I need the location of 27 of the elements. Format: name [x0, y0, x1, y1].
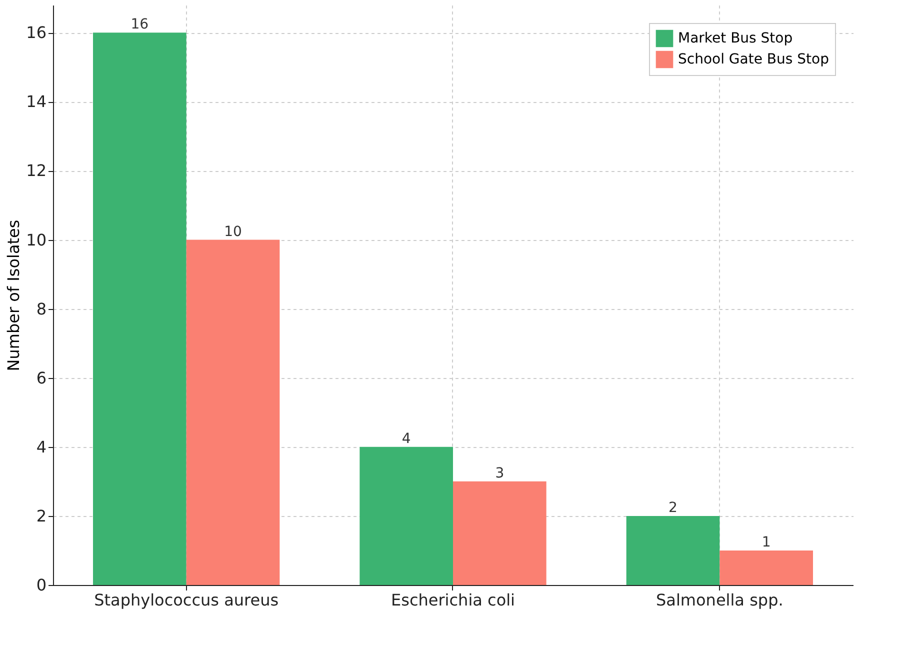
x-tick-label: Escherichia coli — [391, 590, 515, 610]
y-tick-label: 14 — [26, 92, 46, 112]
bar — [453, 481, 546, 585]
bar — [720, 550, 813, 585]
y-tick-label: 0 — [36, 576, 46, 594]
legend-label: School Gate Bus Stop — [678, 52, 830, 68]
y-tick-label: 10 — [26, 230, 46, 250]
y-tick-label: 6 — [36, 368, 46, 388]
data-label: 10 — [224, 224, 242, 240]
y-tick-label: 8 — [36, 299, 46, 318]
x-tick-label: Salmonella spp. — [656, 590, 784, 610]
legend-label: Market Bus Stop — [678, 30, 793, 46]
data-label: 1 — [762, 534, 771, 550]
data-label: 3 — [495, 465, 504, 482]
y-tick-label: 2 — [36, 506, 46, 526]
bar — [186, 240, 280, 585]
y-axis-title: Number of Isolates — [4, 220, 24, 372]
bar — [360, 446, 453, 585]
x-tick-label: Staphylococcus aureus — [94, 590, 279, 610]
data-label: 2 — [668, 500, 678, 516]
y-tick-label: 4 — [36, 437, 46, 456]
data-label: 4 — [402, 430, 411, 447]
y-tick-label: 12 — [26, 161, 46, 180]
data-label: 16 — [130, 16, 149, 33]
bar — [93, 32, 186, 585]
bar — [626, 516, 720, 585]
y-tick-label: 16 — [26, 23, 46, 42]
